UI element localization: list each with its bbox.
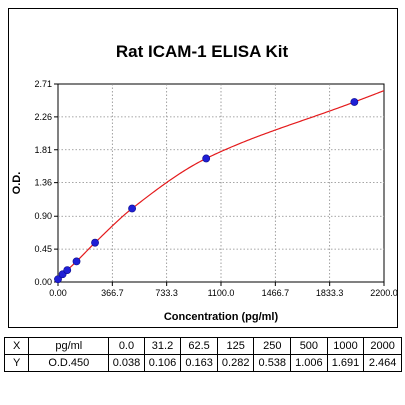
table-cell: 2000	[363, 337, 402, 355]
data-point	[63, 266, 72, 274]
y-axis-label: O.D.	[11, 172, 23, 195]
x-tick-label: 0.00	[49, 288, 67, 298]
table-cell: 2.464	[363, 354, 402, 372]
table-cell: 125	[216, 337, 255, 355]
x-axis-label: Concentration (pg/ml)	[164, 311, 279, 323]
y-tick-label: 0.45	[34, 244, 52, 254]
data-point	[128, 204, 136, 213]
y-tick-label: 1.81	[34, 145, 52, 155]
x-tick-label: 1466.7	[262, 288, 290, 298]
x-tick-label: 1833.3	[316, 288, 344, 298]
axis-ticks: 0.00 366.7 733.3 1100.0 1466.7 1833.3 2200.0 0.…	[34, 79, 397, 298]
table-cell: 31.2	[143, 337, 182, 355]
table-cell: 0.163	[180, 354, 218, 372]
standard-curve-chart: Rat ICAM-1 ELISA Kit 0.00 366.7 733.3 1100.…	[11, 42, 398, 323]
fit-curve	[57, 90, 385, 280]
table-cell: 500	[290, 337, 328, 355]
data-point	[54, 275, 62, 284]
table-cell: Y	[3, 354, 30, 372]
table-cell: 250	[253, 337, 292, 355]
y-tick-label: 2.71	[34, 79, 52, 89]
table-cell: 0.038	[108, 354, 145, 372]
table-cell: 0.538	[253, 354, 292, 372]
y-tick-label: 0.90	[34, 211, 52, 221]
data-points	[54, 98, 359, 284]
table-row: Y O.D.450 0.038 0.106 0.163 0.282 0.538 1.006 1.…	[3, 354, 402, 372]
chart-title: Rat ICAM-1 ELISA Kit	[116, 42, 289, 61]
table-cell: 1000	[326, 337, 365, 355]
table-cell: X	[3, 337, 30, 355]
data-point	[91, 238, 99, 247]
y-tick-label: 1.36	[34, 178, 52, 188]
table-cell: O.D.450	[28, 354, 110, 372]
data-point	[72, 257, 81, 266]
table-cell: pg/ml	[28, 337, 110, 355]
y-tick-label: 0.00	[34, 277, 52, 287]
table-cell: 0.282	[216, 354, 255, 372]
table-cell: 1.691	[326, 354, 365, 372]
table-cell: 62.5	[180, 337, 218, 355]
x-tick-label: 366.7	[101, 288, 124, 298]
data-point	[202, 154, 211, 163]
x-tick-label: 1100.0	[208, 288, 235, 298]
x-tick-label: 2200.0	[370, 288, 398, 298]
table-cell: 0.0	[108, 337, 145, 355]
y-tick-label: 2.26	[34, 112, 52, 122]
table-cell: 0.106	[143, 354, 182, 372]
x-tick-label: 733.3	[155, 288, 178, 298]
data-point	[350, 98, 359, 106]
table-cell: 1.006	[290, 354, 328, 372]
